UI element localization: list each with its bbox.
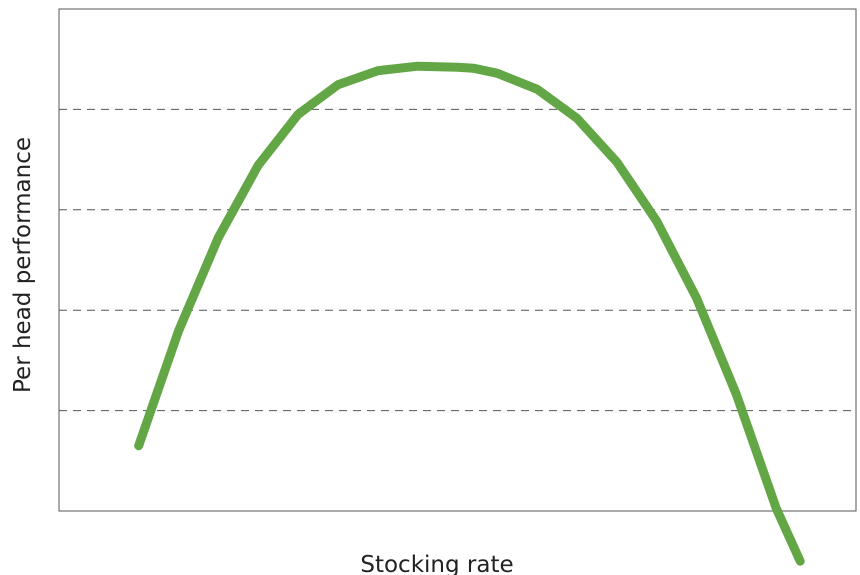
x-axis-label: Stocking rate [360, 552, 513, 575]
series-line-1 [134, 61, 805, 566]
y-axis-label: Per head performance [10, 137, 36, 393]
gridlines [59, 108, 856, 412]
series-layer [134, 61, 805, 566]
plot-frame [58, 8, 857, 512]
